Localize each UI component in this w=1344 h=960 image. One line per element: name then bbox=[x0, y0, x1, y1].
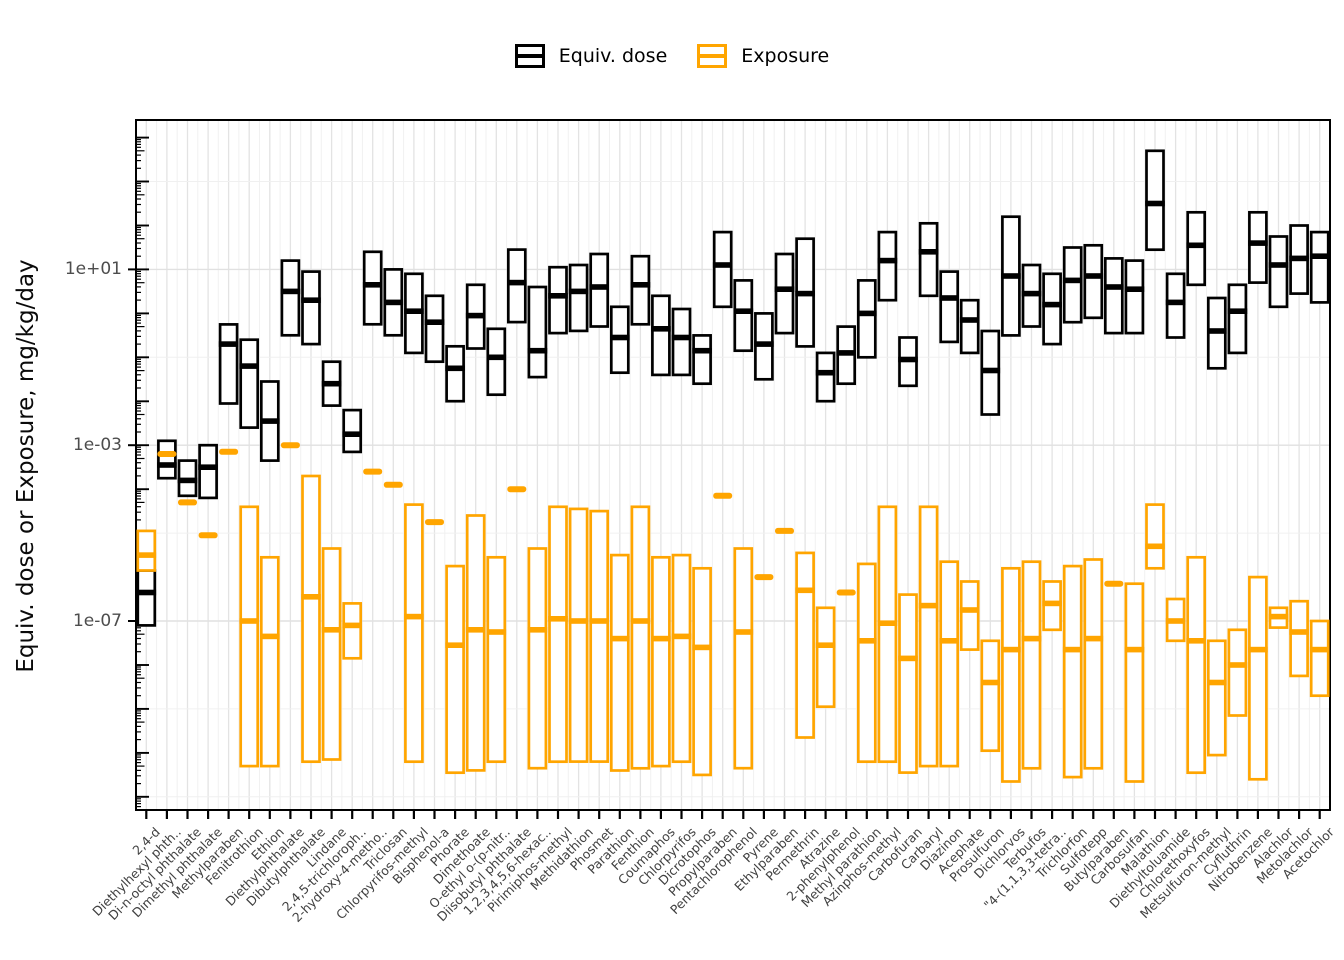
y-tick-label: 1e+01 bbox=[64, 259, 122, 280]
y-tick-label: 1e-03 bbox=[72, 435, 122, 456]
exposure-key-icon bbox=[697, 44, 728, 68]
legend-label-equiv-dose: Equiv. dose bbox=[558, 44, 668, 67]
legend-item-equiv-dose: Equiv. dose bbox=[514, 44, 668, 68]
y-tick-label: 1e-07 bbox=[72, 611, 122, 632]
legend-item-exposure: Exposure bbox=[697, 44, 829, 68]
legend: Equiv. dose Exposure bbox=[0, 34, 1344, 78]
equiv-dose-key-icon bbox=[514, 44, 545, 68]
y-axis-title: Equiv. dose or Exposure, mg/kg/day bbox=[13, 259, 39, 673]
legend-label-exposure: Exposure bbox=[741, 44, 830, 67]
